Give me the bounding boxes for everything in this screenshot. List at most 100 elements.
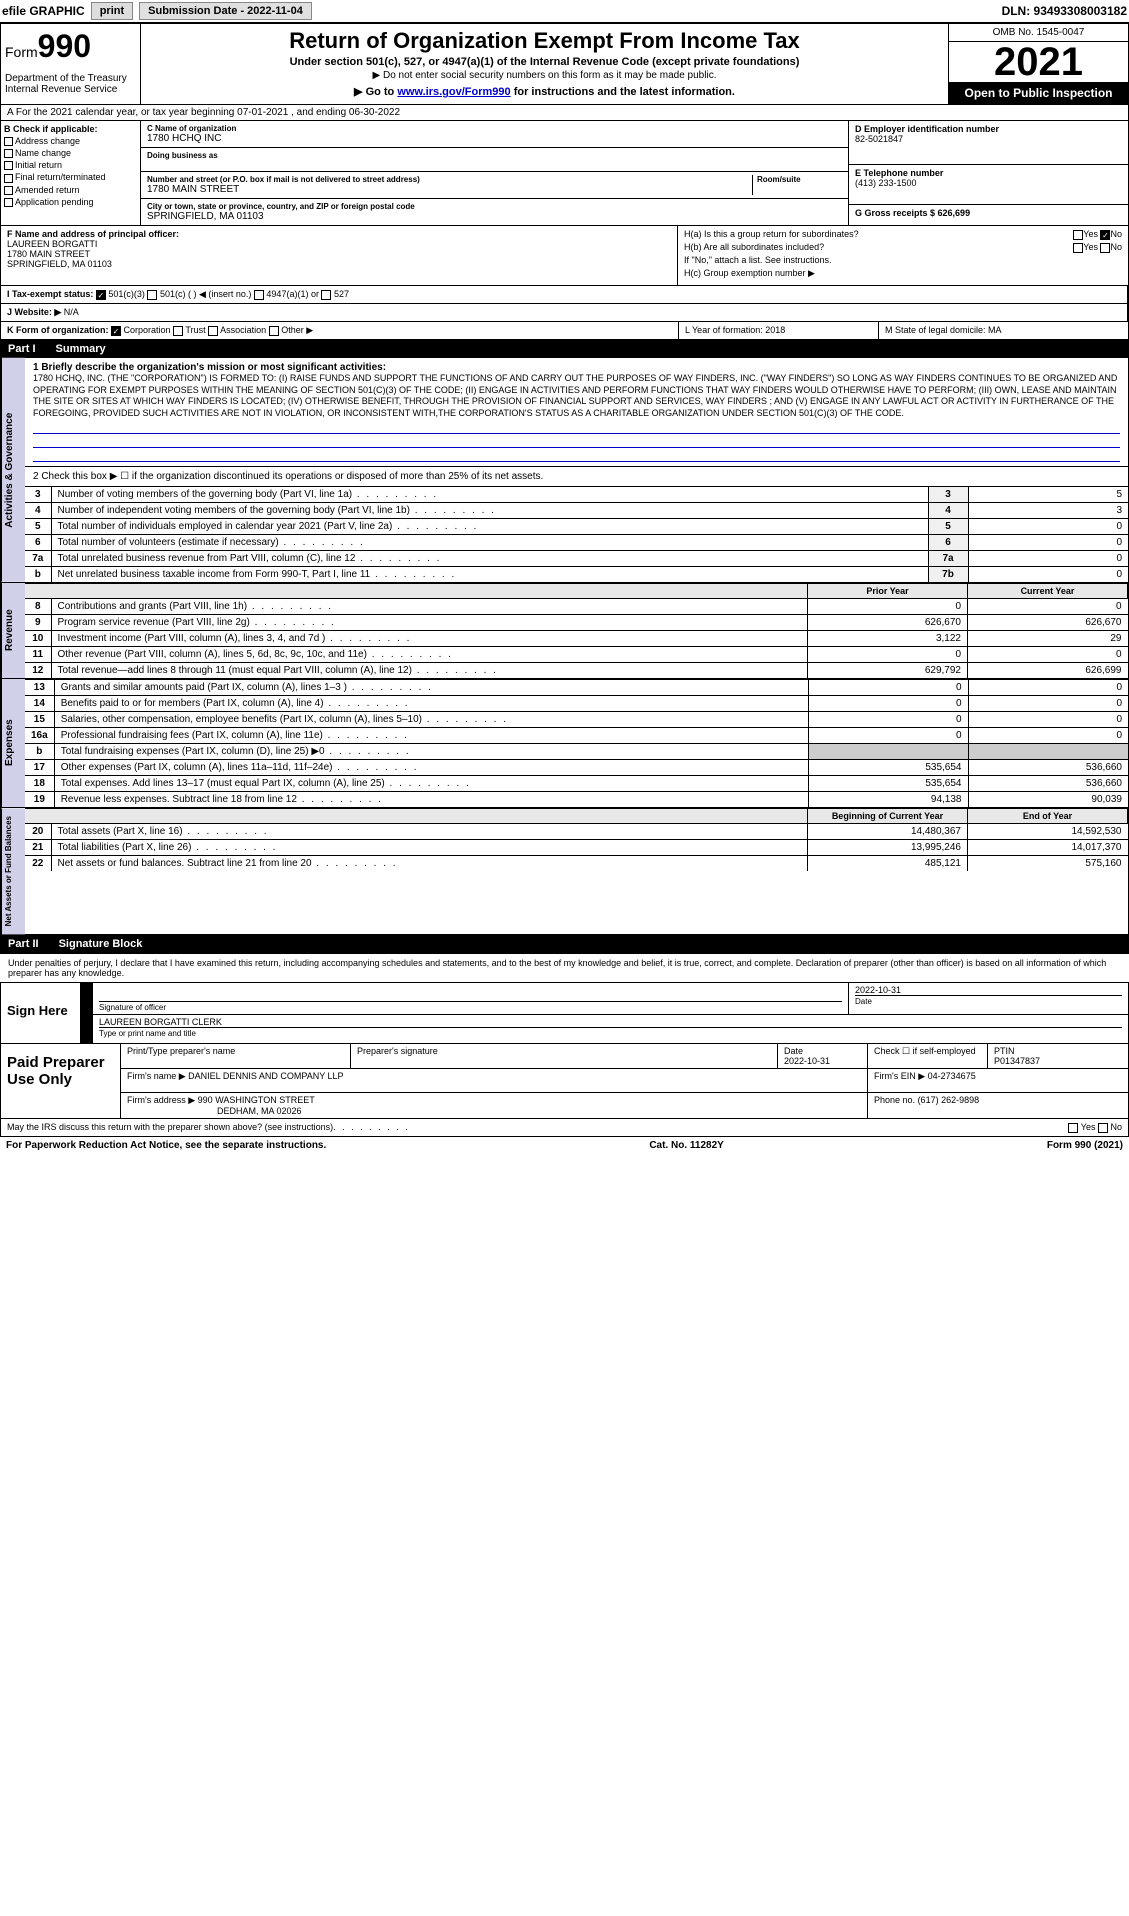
checkbox-icon[interactable] [147,290,157,300]
checkbox-icon[interactable] [321,290,331,300]
row-num: 18 [25,775,54,791]
row-py: 14,480,367 [808,823,968,839]
tax-year: 2021 [949,42,1128,82]
goto-line: ▶ Go to www.irs.gov/Form990 for instruct… [149,85,940,98]
row-num: b [25,566,51,582]
section-bc: B Check if applicable: Address change Na… [0,121,1129,226]
mission-label: 1 Briefly describe the organization's mi… [33,362,1120,373]
blank-line [33,450,1120,462]
row-py: 626,670 [808,614,968,630]
part1-na: Net Assets or Fund Balances Beginning of… [0,808,1129,935]
dba-label: Doing business as [147,151,842,160]
col-c: C Name of organization 1780 HCHQ INC Doi… [141,121,848,225]
row-desc: Other expenses (Part IX, column (A), lin… [54,759,808,775]
checkbox-icon[interactable] [1100,243,1110,253]
checkbox-icon[interactable] [4,174,13,183]
eoy-header: End of Year [968,808,1128,823]
b-label: B Check if applicable: [4,124,137,134]
checkbox-icon[interactable] [1073,243,1083,253]
name-label: C Name of organization [147,124,842,133]
e-label: E Telephone number [855,168,1122,178]
row-num: 19 [25,791,54,807]
row-cy: 14,017,370 [968,839,1128,855]
sig-date-cell: 2022-10-31 Date [848,983,1128,1014]
row-cy: 0 [968,646,1128,662]
phone-val: (413) 233-1500 [855,178,1122,188]
row-val: 0 [968,534,1128,550]
row-box: 7b [928,566,968,582]
website-val: N/A [64,307,79,317]
b-item: Final return/terminated [4,172,137,182]
col-f: F Name and address of principal officer:… [1,226,678,285]
exp-table: 13 Grants and similar amounts paid (Part… [25,679,1128,807]
row-desc: Program service revenue (Part VIII, line… [51,614,808,630]
checkbox-icon[interactable] [4,137,13,146]
row-cy: 0 [968,711,1128,727]
goto-link[interactable]: www.irs.gov/Form990 [397,86,510,98]
checkbox-icon[interactable] [254,290,264,300]
sig-intro: Under penalties of perjury, I declare th… [0,953,1129,982]
header-left: Form990 Department of the Treasury Inter… [1,24,141,104]
checkbox-icon[interactable] [269,326,279,336]
checkbox-icon[interactable] [208,326,218,336]
efile-label: efile GRAPHIC [2,4,85,18]
cy-header: Current Year [968,583,1128,598]
sig-officer-cell: Signature of officer [93,983,848,1014]
row-num: 4 [25,502,51,518]
footer: For Paperwork Reduction Act Notice, see … [0,1137,1129,1154]
may-irs-text: May the IRS discuss this return with the… [7,1122,333,1133]
row-desc: Investment income (Part VIII, column (A)… [51,630,808,646]
dba-row: Doing business as [141,148,848,172]
f-label: F Name and address of principal officer: [7,229,671,239]
row-desc: Total number of volunteers (estimate if … [51,534,928,550]
checkbox-icon[interactable] [1068,1123,1078,1133]
checkbox-icon[interactable] [1098,1123,1108,1133]
row-val: 0 [968,518,1128,534]
m-cell: M State of legal domicile: MA [878,322,1128,339]
row-desc: Total assets (Part X, line 16) [51,823,808,839]
row-py: 13,995,246 [808,839,968,855]
row-py: 3,122 [808,630,968,646]
row-cy: 14,592,530 [968,823,1128,839]
checkbox-checked-icon[interactable]: ✓ [111,326,121,336]
addr-val: 1780 MAIN STREET [147,184,752,195]
row-desc: Other revenue (Part VIII, column (A), li… [51,646,808,662]
prep-sig-label: Preparer's signature [351,1044,778,1068]
hb2-line: If "No," attach a list. See instructions… [684,255,1122,265]
checkbox-icon[interactable] [4,161,13,170]
part1-label: Part I [8,343,36,355]
checkbox-checked-icon[interactable]: ✓ [1100,230,1110,240]
section-fh: F Name and address of principal officer:… [0,226,1129,286]
print-button[interactable]: print [91,2,133,20]
row-desc: Salaries, other compensation, employee b… [54,711,808,727]
row-num: 11 [25,646,51,662]
checkbox-icon[interactable] [173,326,183,336]
row-desc: Net unrelated business taxable income fr… [51,566,928,582]
checkbox-icon[interactable] [4,186,13,195]
org-name-row: C Name of organization 1780 HCHQ INC [141,121,848,148]
officer-name: LAUREEN BORGATTI [7,239,671,249]
row-py: 0 [808,679,968,695]
checkbox-checked-icon[interactable]: ✓ [96,290,106,300]
checkbox-icon[interactable] [4,198,13,207]
side-na: Net Assets or Fund Balances [1,808,25,934]
row-cy: 626,699 [968,662,1128,678]
row-box: 6 [928,534,968,550]
boy-header: Beginning of Current Year [808,808,968,823]
goto-post: for instructions and the latest informat… [511,86,735,98]
row-py [808,743,968,759]
part1-title: Summary [56,343,106,355]
open-public: Open to Public Inspection [949,82,1128,104]
city-val: SPRINGFIELD, MA 01103 [147,211,842,222]
header-right: OMB No. 1545-0047 2021 Open to Public In… [948,24,1128,104]
row-desc: Benefits paid to or for members (Part IX… [54,695,808,711]
checkbox-icon[interactable] [4,149,13,158]
dln-label: DLN: 93493308003182 [1002,4,1127,18]
side-exp: Expenses [1,679,25,807]
addr-label: Number and street (or P.O. box if mail i… [147,175,752,184]
checkbox-icon[interactable] [1073,230,1083,240]
row-cy: 0 [968,598,1128,614]
sig-officer-label: Signature of officer [99,1001,842,1012]
form-title: Return of Organization Exempt From Incom… [149,28,940,54]
part1-exp: Expenses 13 Grants and similar amounts p… [0,679,1129,808]
